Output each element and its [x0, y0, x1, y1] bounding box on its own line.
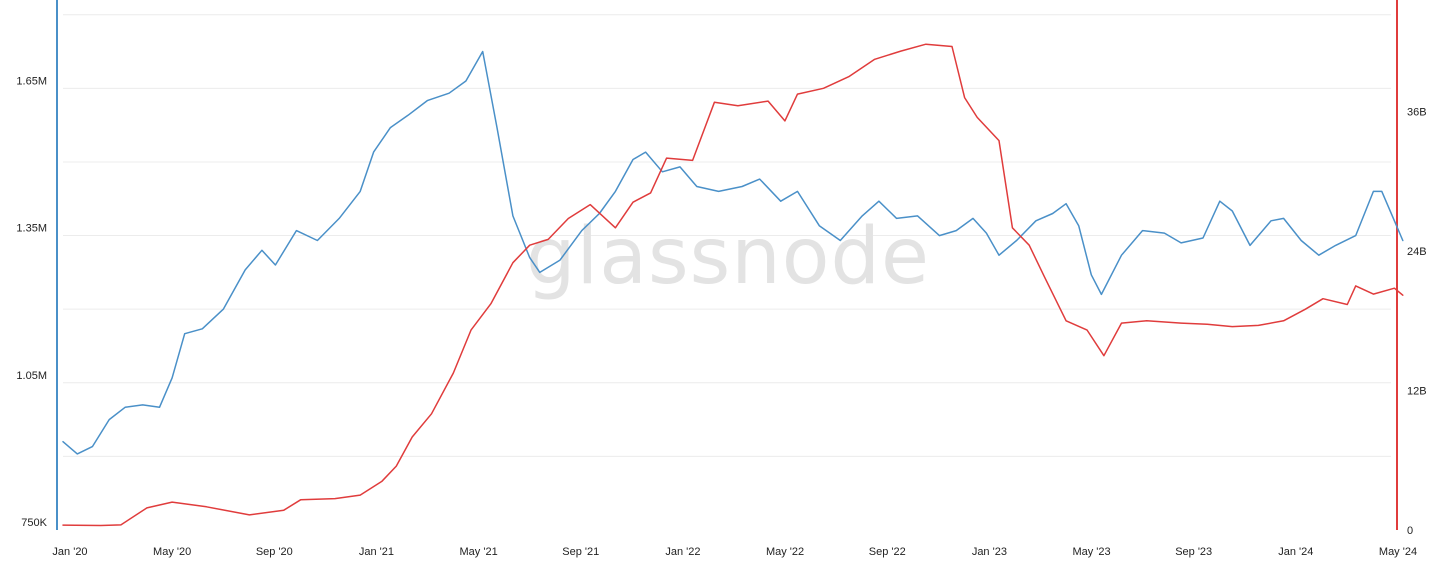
right-axis-tick-label: 24B	[1407, 246, 1427, 258]
series-lines	[62, 43, 1404, 527]
x-axis-tick-label: Jan '23	[972, 546, 1007, 558]
right-axis-tick-label: 0	[1407, 525, 1413, 537]
gridlines	[63, 14, 1391, 457]
x-axis-tick-label: May '21	[460, 546, 498, 558]
right-axis-tick-label: 36B	[1407, 107, 1427, 119]
x-axis-tick-label: Jan '21	[359, 546, 394, 558]
x-axis-tick-label: May '23	[1072, 546, 1110, 558]
left-axis-series-line	[62, 50, 1404, 455]
x-axis-tick-label: May '24	[1379, 546, 1417, 558]
glassnode-watermark: glassnode	[526, 212, 930, 302]
x-axis-tick-label: Sep '23	[1175, 546, 1212, 558]
right-axis-tick-label: 12B	[1407, 386, 1427, 398]
x-axis-tick-label: Jan '22	[665, 546, 700, 558]
x-axis-tick-label: May '22	[766, 546, 804, 558]
x-axis-tick-label: Jan '24	[1278, 546, 1313, 558]
x-axis-tick-label: Sep '20	[256, 546, 293, 558]
left-axis-tick-labels: 750K 1.05M 1.35M 1.65M	[16, 75, 47, 529]
x-axis-tick-label: Sep '21	[562, 546, 599, 558]
x-axis-tick-label: Jan '20	[52, 546, 87, 558]
right-axis-tick-labels: 0 12B 24B 36B	[1407, 107, 1427, 537]
left-axis-tick-label: 1.35M	[16, 223, 47, 235]
x-axis-tick-label: Sep '22	[869, 546, 906, 558]
left-axis-tick-label: 750K	[21, 517, 47, 529]
left-axis-tick-label: 1.05M	[16, 370, 47, 382]
x-axis-tick-labels: Jan '20 May '20 Sep '20 Jan '21 May '21 Sep '…	[52, 546, 1417, 558]
left-axis-tick-label: 1.65M	[16, 75, 47, 87]
right-axis-series-line	[62, 43, 1404, 527]
x-axis-tick-label: May '20	[153, 546, 191, 558]
